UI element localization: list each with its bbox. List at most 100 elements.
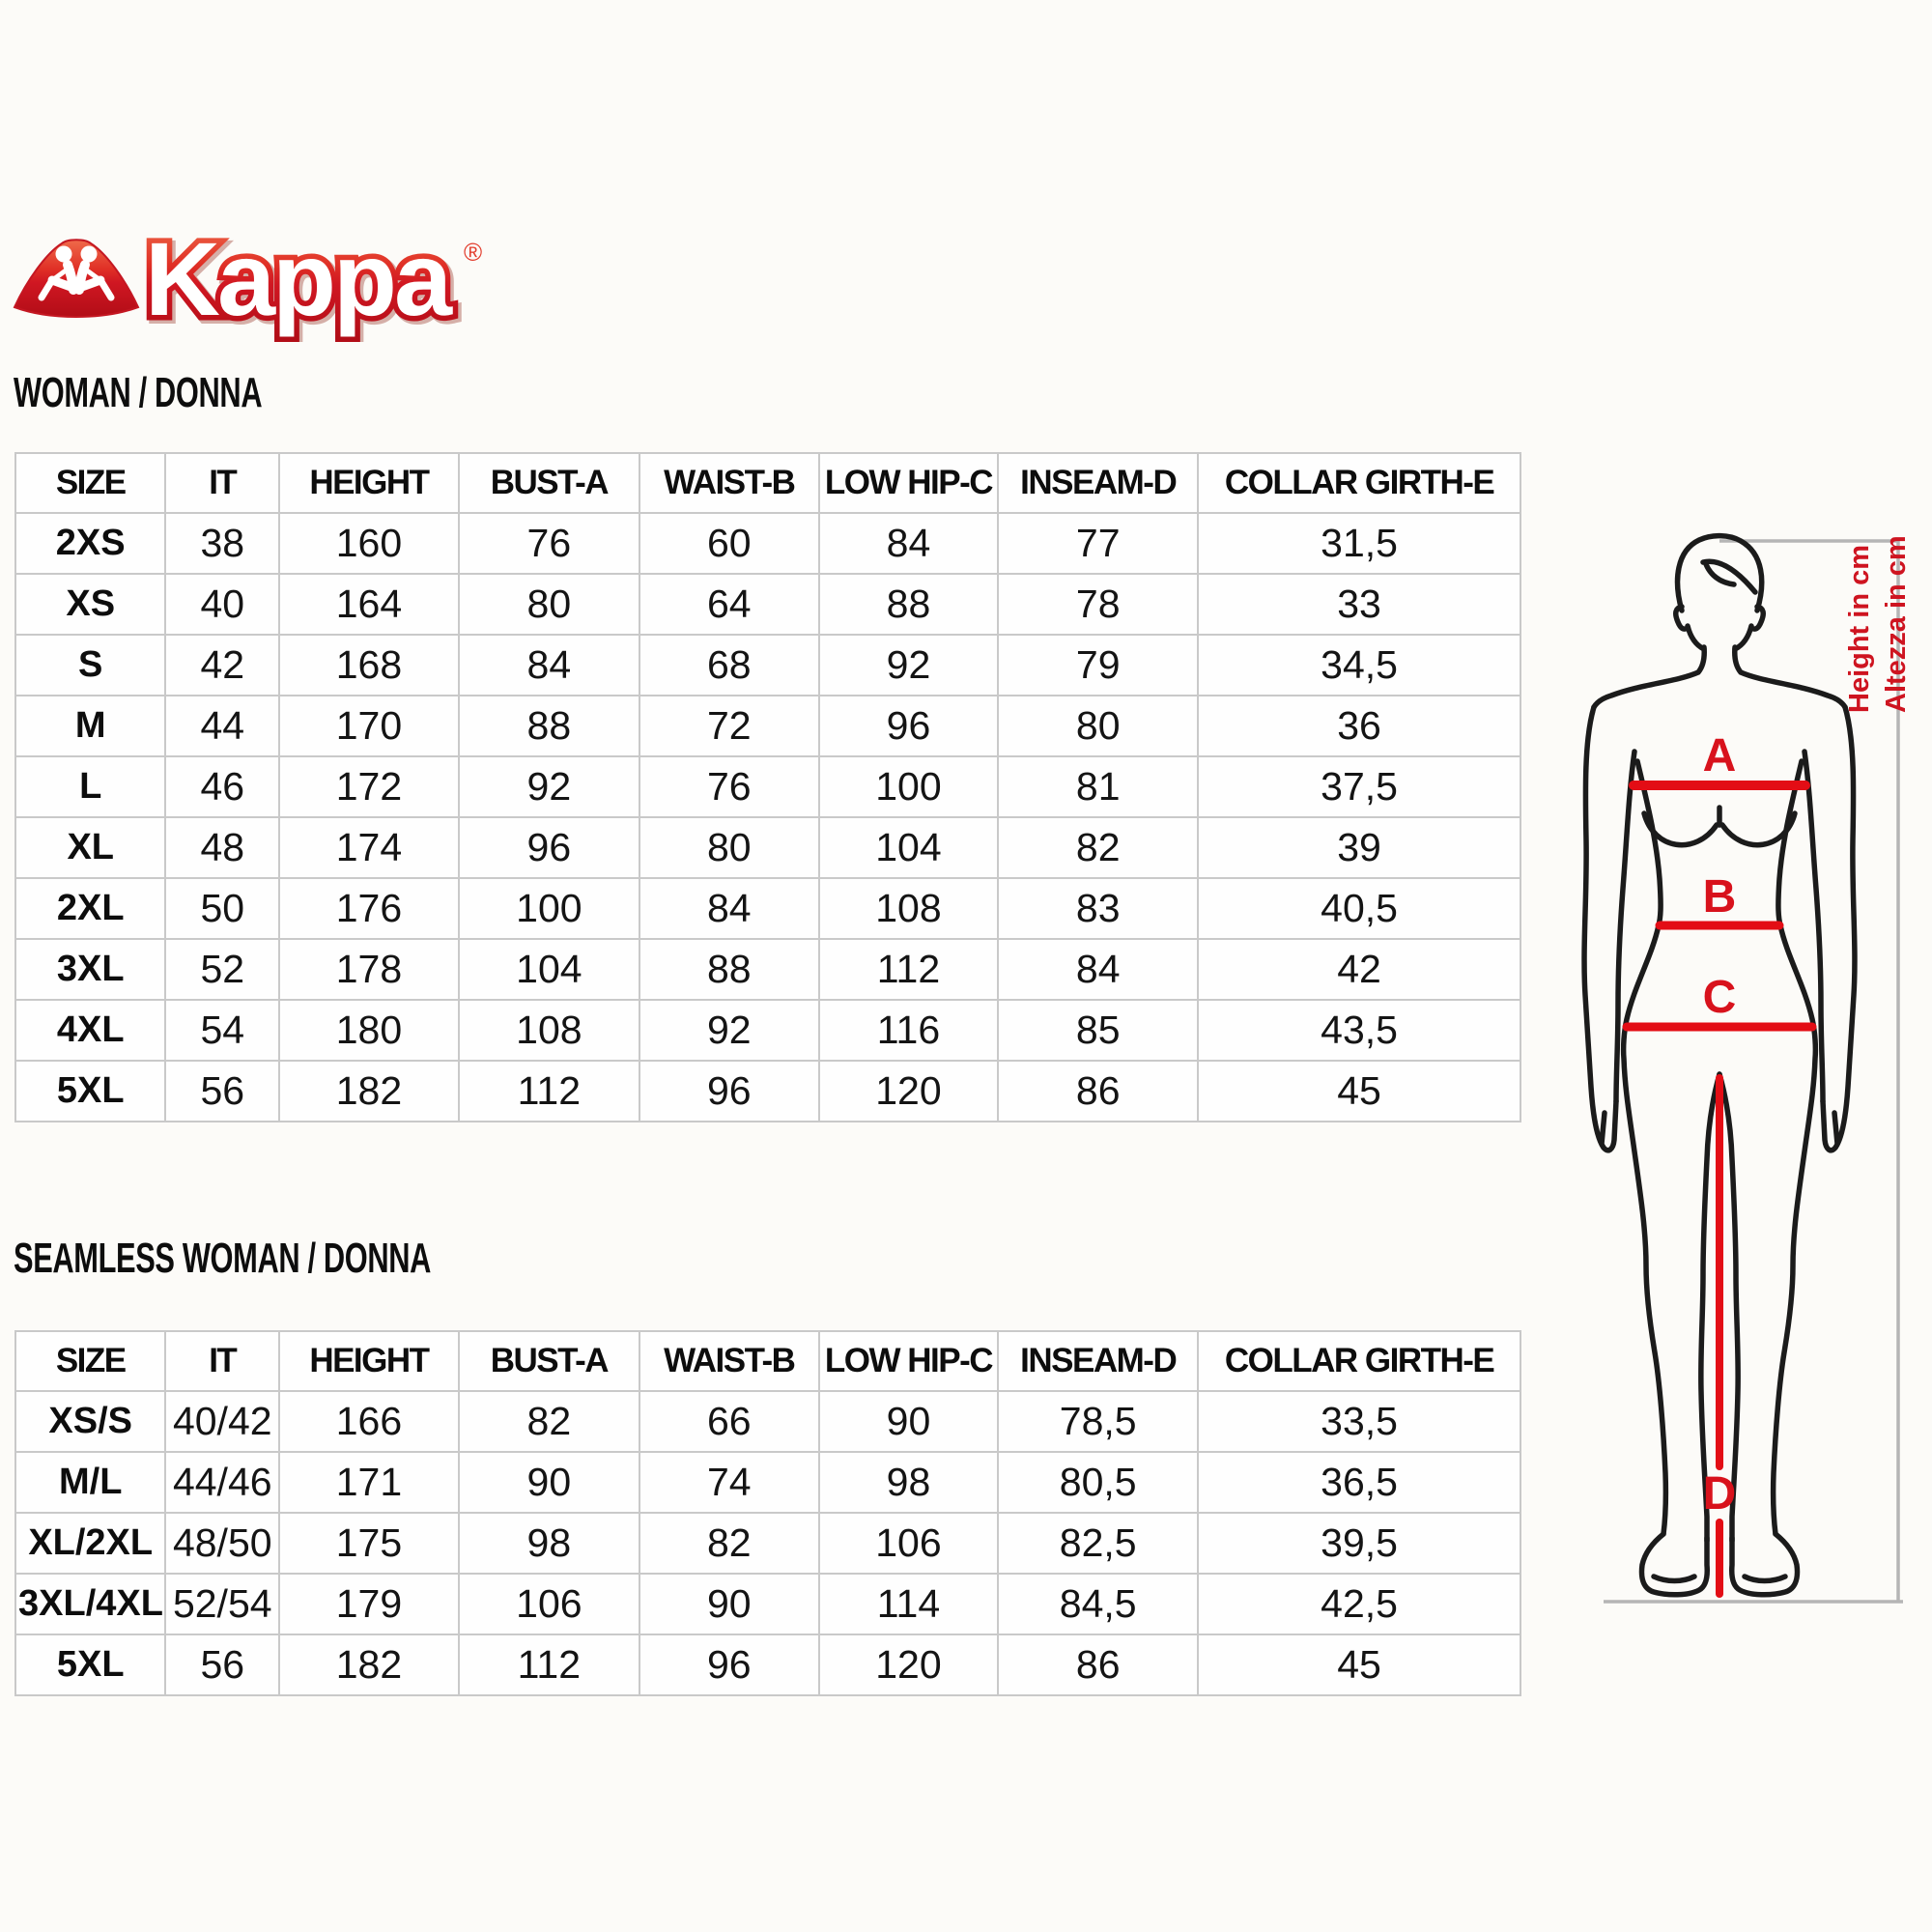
measurement-value-cell: 82	[638, 1512, 820, 1575]
size-label-cell: XS	[14, 573, 167, 636]
table-row: 2XS 38 160 76 60 84 77 31,5	[14, 512, 1521, 575]
measurement-value-cell: 66	[638, 1390, 820, 1453]
measurement-value-cell: 45	[1197, 1060, 1521, 1122]
size-label-cell: 5XL	[14, 1634, 167, 1696]
measurement-value-cell: 52	[164, 938, 281, 1001]
measurement-value-cell: 36	[1197, 695, 1521, 757]
size-label-cell: 2XS	[14, 512, 167, 575]
measurement-value-cell: 120	[817, 1634, 1000, 1696]
measurement-value-cell: 92	[638, 999, 820, 1062]
measurement-value-cell: 80	[457, 573, 640, 636]
table-row: 4XL 54 180 108 92 116 85 43,5	[14, 999, 1521, 1062]
measurement-value-cell: 52/54	[164, 1573, 281, 1635]
size-label-cell: M	[14, 695, 167, 757]
measurement-value-cell: 44	[164, 695, 281, 757]
column-header: BUST-A	[457, 452, 640, 514]
measurement-value-cell: 92	[817, 634, 1000, 696]
column-header: COLLAR GIRTH-E	[1197, 1330, 1521, 1392]
height-bracket	[1604, 539, 1903, 1604]
section-heading-woman: WOMAN / DONNA	[14, 369, 263, 416]
measurement-value-cell: 81	[997, 755, 1200, 818]
measurement-value-cell: 33	[1197, 573, 1521, 636]
measurement-value-cell: 56	[164, 1634, 281, 1696]
measurement-value-cell: 96	[457, 816, 640, 879]
measurement-value-cell: 178	[278, 938, 460, 1001]
table-row: S 42 168 84 68 92 79 34,5	[14, 634, 1521, 696]
column-header: SIZE	[14, 1330, 167, 1392]
column-header: IT	[164, 452, 281, 514]
measurement-value-cell: 168	[278, 634, 460, 696]
measurement-value-cell: 77	[997, 512, 1200, 575]
measurement-value-cell: 83	[997, 877, 1200, 940]
measurement-value-cell: 64	[638, 573, 820, 636]
measurement-value-cell: 76	[457, 512, 640, 575]
size-label-cell: 3XL/4XL	[14, 1573, 167, 1635]
measurement-value-cell: 106	[817, 1512, 1000, 1575]
measurement-value-cell: 100	[817, 755, 1000, 818]
label-inseam-d: D	[1703, 1468, 1737, 1520]
measurement-value-cell: 84,5	[997, 1573, 1200, 1635]
measurement-value-cell: 84	[997, 938, 1200, 1001]
measurement-value-cell: 100	[457, 877, 640, 940]
header-row: SIZE IT HEIGHT BUST-A WAIST-B LOW HIP-C INSEAM…	[14, 452, 1521, 514]
measurement-value-cell: 43,5	[1197, 999, 1521, 1062]
measurement-value-cell: 42,5	[1197, 1573, 1521, 1635]
size-table-seamless: SIZE IT HEIGHT BUST-A WAIST-B LOW HIP-C INSEAM…	[14, 1330, 1521, 1696]
table-row: XL 48 174 96 80 104 82 39	[14, 816, 1521, 879]
column-header: BUST-A	[457, 1330, 640, 1392]
measurement-value-cell: 48/50	[164, 1512, 281, 1575]
table-row: XS/S 40/42 166 82 66 90 78,5 33,5	[14, 1390, 1521, 1453]
measurement-value-cell: 80	[638, 816, 820, 879]
measurement-value-cell: 42	[1197, 938, 1521, 1001]
measurement-value-cell: 106	[457, 1573, 640, 1635]
section-heading-seamless: SEAMLESS WOMAN / DONNA	[14, 1235, 432, 1282]
measurement-value-cell: 79	[997, 634, 1200, 696]
measurement-value-cell: 104	[457, 938, 640, 1001]
measurement-value-cell: 40/42	[164, 1390, 281, 1453]
measurement-value-cell: 166	[278, 1390, 460, 1453]
size-label-cell: 3XL	[14, 938, 167, 1001]
measurement-value-cell: 98	[817, 1451, 1000, 1514]
measurement-value-cell: 80	[997, 695, 1200, 757]
measurement-value-cell: 80,5	[997, 1451, 1200, 1514]
measurement-value-cell: 179	[278, 1573, 460, 1635]
table-row: 5XL 56 182 112 96 120 86 45	[14, 1060, 1521, 1122]
measurement-value-cell: 31,5	[1197, 512, 1521, 575]
column-header: HEIGHT	[278, 452, 460, 514]
table-row: 5XL 56 182 112 96 120 86 45	[14, 1634, 1521, 1696]
measurement-value-cell: 36,5	[1197, 1451, 1521, 1514]
measurement-value-cell: 72	[638, 695, 820, 757]
measurement-value-cell: 98	[457, 1512, 640, 1575]
measurement-value-cell: 50	[164, 877, 281, 940]
size-label-cell: M/L	[14, 1451, 167, 1514]
measurement-value-cell: 175	[278, 1512, 460, 1575]
measurement-value-cell: 39	[1197, 816, 1521, 879]
table-row: 3XL 52 178 104 88 112 84 42	[14, 938, 1521, 1001]
measurement-value-cell: 112	[457, 1060, 640, 1122]
column-header: IT	[164, 1330, 281, 1392]
measurement-value-cell: 104	[817, 816, 1000, 879]
measurement-value-cell: 74	[638, 1451, 820, 1514]
measurement-value-cell: 84	[817, 512, 1000, 575]
size-label-cell: XS/S	[14, 1390, 167, 1453]
measurement-value-cell: 176	[278, 877, 460, 940]
measurement-value-cell: 33,5	[1197, 1390, 1521, 1453]
kappa-omini-icon	[13, 239, 140, 319]
size-label-cell: 2XL	[14, 877, 167, 940]
measurement-value-cell: 88	[817, 573, 1000, 636]
size-label-cell: S	[14, 634, 167, 696]
measurement-value-cell: 56	[164, 1060, 281, 1122]
measurement-value-cell: 82	[997, 816, 1200, 879]
size-label-cell: XL	[14, 816, 167, 879]
table-row: M 44 170 88 72 96 80 36	[14, 695, 1521, 757]
column-header: WAIST-B	[638, 452, 820, 514]
column-header: LOW HIP-C	[817, 1330, 1000, 1392]
table-row: 3XL/4XL 52/54 179 106 90 114 84,5 42,5	[14, 1573, 1521, 1635]
label-low-hip-c: C	[1703, 972, 1737, 1023]
table-row: L 46 172 92 76 100 81 37,5	[14, 755, 1521, 818]
measurement-value-cell: 86	[997, 1060, 1200, 1122]
measurement-value-cell: 172	[278, 755, 460, 818]
label-bust-a: A	[1703, 730, 1737, 781]
measurement-value-cell: 108	[457, 999, 640, 1062]
measurement-value-cell: 164	[278, 573, 460, 636]
